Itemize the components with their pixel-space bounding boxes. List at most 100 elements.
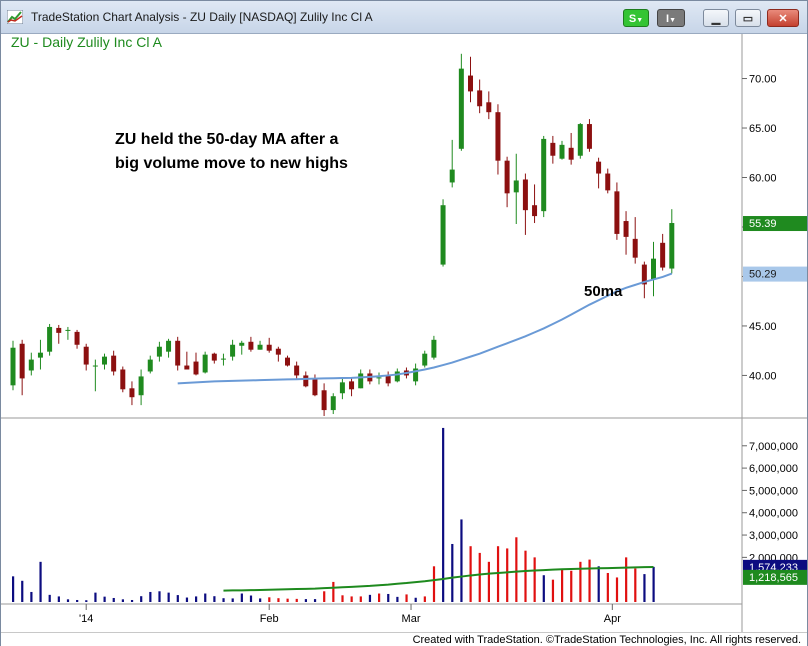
candle-body [513, 180, 519, 193]
volume-tick-label: 3,000,000 [749, 530, 798, 542]
volume-bar [542, 575, 545, 602]
candlestick [275, 346, 281, 362]
candle-body [449, 169, 455, 183]
volume-bar [249, 595, 253, 602]
volume-bar [304, 599, 307, 602]
maximize-button[interactable]: ▭ [735, 9, 761, 27]
price-tick-label: 40.00 [749, 370, 777, 382]
candlestick [111, 350, 117, 376]
volume-bar [21, 580, 24, 602]
candlestick [10, 340, 16, 391]
strategy-button[interactable]: S▼ [623, 9, 649, 27]
chart-annotation: ZU held the 50-day MA after a big volume… [115, 131, 348, 172]
candle-body [111, 355, 117, 372]
candlestick [321, 383, 327, 417]
candlestick [120, 366, 126, 393]
volume-bar [368, 594, 372, 602]
volume-bar [103, 596, 106, 602]
average-volume-label: 1,218,565 [749, 572, 798, 584]
ma-50-line [177, 272, 673, 385]
candle-body [312, 379, 318, 396]
time-tick-label: '14 [79, 613, 93, 625]
close-button[interactable]: ✕ [767, 9, 799, 27]
candle-body [37, 352, 43, 358]
candlestick [83, 343, 89, 371]
volume-bar [204, 593, 207, 602]
volume-bar [478, 552, 481, 602]
candle-body [230, 344, 236, 357]
candle-body [522, 179, 528, 211]
volume-bar [112, 597, 115, 602]
candlestick [266, 337, 272, 353]
volume-bar [185, 597, 189, 602]
dropdown-arrow-icon: ▼ [636, 17, 644, 24]
candlestick [449, 139, 455, 188]
candlestick [605, 168, 611, 194]
candle-body [440, 205, 446, 265]
candle-body [541, 138, 547, 212]
candle-body [65, 329, 71, 331]
title-bar[interactable]: TradeStation Chart Analysis - ZU Daily [… [1, 1, 807, 34]
volume-bar [597, 566, 600, 602]
candle-body [632, 238, 638, 258]
price-tick-label: 45.00 [749, 321, 777, 333]
candlestick [541, 135, 547, 218]
candlestick [92, 359, 98, 392]
volume-bar [66, 599, 70, 602]
candle-body [468, 75, 473, 92]
volume-bar [121, 599, 124, 602]
volume-bar [634, 568, 637, 602]
volume-bar [85, 600, 88, 602]
candle-body [577, 124, 583, 156]
volume-bar [176, 595, 179, 602]
volume-tick-label: 7,000,000 [749, 441, 798, 453]
volume-bar [76, 599, 79, 602]
copyright-text: Created with TradeStation. ©TradeStation… [412, 634, 801, 646]
candlestick [339, 377, 345, 400]
volume-bar [387, 593, 390, 602]
candlestick [522, 173, 528, 235]
candle-body [294, 365, 300, 376]
candlestick [532, 184, 538, 224]
candlestick [175, 336, 181, 371]
volume-bar [496, 546, 500, 602]
candlestick [614, 182, 620, 240]
candlestick [504, 156, 510, 208]
candlestick [248, 336, 254, 352]
candle-body [486, 102, 492, 113]
candle-body [532, 205, 538, 217]
candle-body [321, 390, 327, 411]
volume-bar [323, 591, 326, 602]
candle-body [422, 353, 428, 366]
candlestick [138, 369, 144, 406]
candlestick [74, 329, 80, 349]
indicator-button[interactable]: I▼ [657, 9, 685, 27]
candle-body [120, 369, 126, 390]
price-tick-label: 60.00 [749, 173, 777, 185]
volume-bar [313, 599, 317, 602]
volume-bar [277, 598, 280, 602]
candlestick [166, 338, 172, 358]
candlestick [129, 381, 135, 406]
volume-bar [551, 579, 555, 602]
window-title: TradeStation Chart Analysis - ZU Daily [… [31, 10, 373, 24]
candle-body [477, 90, 483, 107]
candlestick [385, 371, 391, 387]
candlestick [349, 378, 355, 397]
dropdown-arrow-icon: ▼ [669, 17, 676, 24]
candlestick [660, 233, 666, 271]
candlestick [486, 91, 492, 120]
volume-bar [442, 427, 445, 602]
candle-body [431, 339, 437, 358]
candlestick [568, 132, 574, 165]
candle-body [586, 124, 592, 149]
candle-body [504, 160, 510, 194]
minimize-button[interactable]: ▁ [703, 9, 729, 27]
candlestick [422, 350, 428, 368]
candle-body [641, 264, 647, 285]
candlestick [202, 351, 208, 374]
candle-body [138, 376, 144, 396]
candle-body [166, 340, 172, 352]
volume-bar [57, 596, 60, 602]
